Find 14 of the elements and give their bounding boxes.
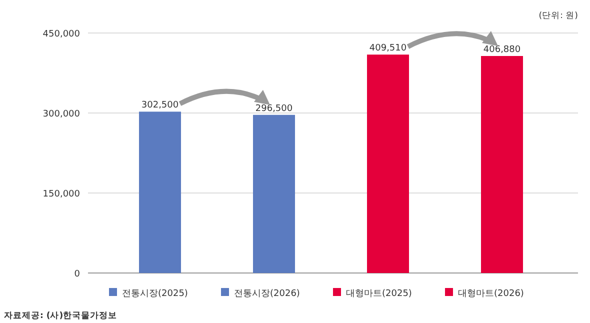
text: 자료제공: (사)한국물가정보	[4, 311, 118, 321]
legend-label: 전통시장(2026)	[234, 289, 300, 299]
data-label: 409,510	[369, 44, 407, 54]
legend-label: 대형마트(2026)	[458, 289, 524, 299]
text: (단위: 원)	[538, 11, 578, 21]
data-label: 406,880	[483, 44, 521, 55]
legend-label: 전통시장(2025)	[122, 289, 188, 299]
data-label: 296,500	[255, 104, 293, 114]
y-tick-label: 450,000	[42, 30, 80, 40]
y-tick-label: 300,000	[42, 110, 80, 120]
data-label: 302,500	[141, 100, 179, 111]
y-tick-label: 150,000	[42, 190, 80, 200]
legend-label: 대형마트(2025)	[346, 289, 412, 299]
y-tick-label: 0	[74, 270, 80, 280]
